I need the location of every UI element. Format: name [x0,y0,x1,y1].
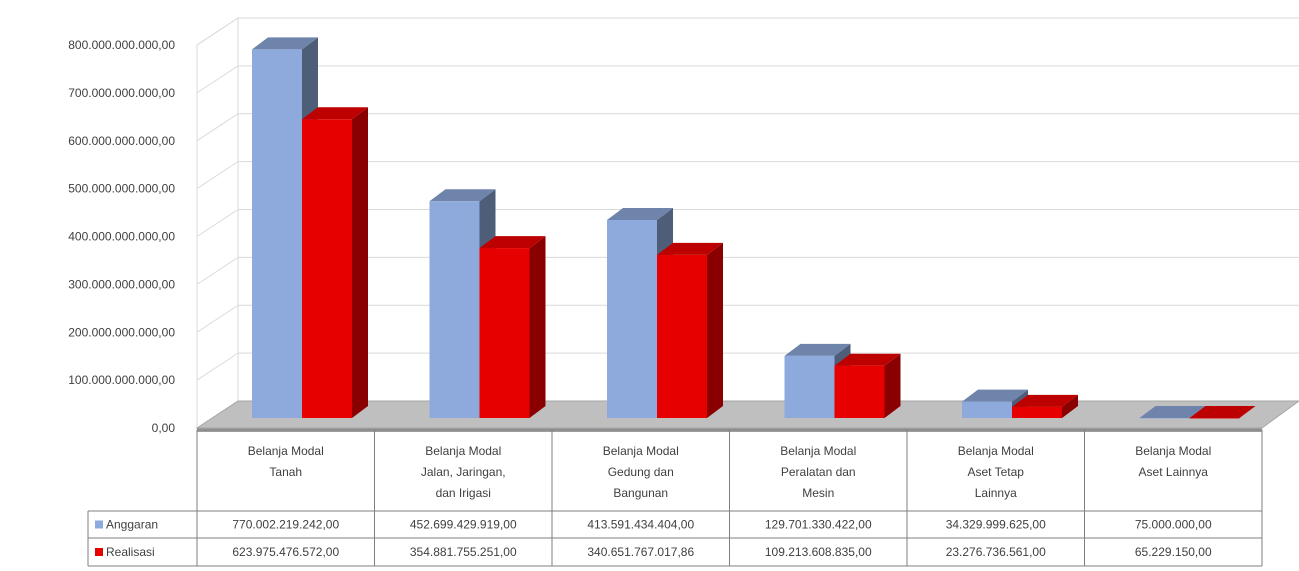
bar-front [1139,417,1190,419]
category-label: Belanja Modal [958,444,1034,458]
bar-realisasi-4 [834,353,901,418]
bar-realisasi-6 [1189,405,1256,419]
gridline-side [196,161,239,190]
data-label: 65.229.150,00 [1135,545,1212,559]
legend-label-anggaran: Anggaran [106,518,158,532]
bar-top [834,353,901,366]
legend-key-realisasi [95,548,103,556]
bar-realisasi-5 [1012,394,1078,418]
bar-top [429,189,496,202]
category-label: Aset Tetap [968,465,1025,479]
bar-top [962,389,1028,402]
data-label: 623.975.476.572,00 [232,545,339,559]
bar-side [1239,405,1256,418]
bar-front [657,254,707,418]
data-label: 452.699.429.919,00 [410,518,517,532]
data-label: 23.276.736.561,00 [946,545,1046,559]
y-tick-label: 100.000.000.000,00 [68,373,175,387]
data-label: 340.651.767.017,86 [587,545,694,559]
bar-top [1139,405,1206,418]
bar-top [252,37,318,50]
category-label: Gedung dan [608,465,674,479]
bar-top [1189,405,1256,418]
gridline-side [196,209,239,237]
category-label: Aset Lainnya [1139,465,1209,479]
category-label: Bangunan [613,486,668,500]
bar-front [302,119,352,419]
y-tick-label: 800.000.000.000,00 [68,38,175,52]
category-label: Tanah [269,465,302,479]
category-label: Belanja Modal [603,444,679,458]
bar-front [252,49,302,418]
y-tick-label: 200.000.000.000,00 [68,325,175,339]
data-label: 354.881.755.251,00 [410,545,517,559]
legend-label-realisasi: Realisasi [106,545,155,559]
bar-front [962,401,1012,418]
bar-side [352,107,368,419]
y-tick-label: 600.000.000.000,00 [68,134,175,148]
bars [252,37,1256,419]
bar-front [1012,406,1062,418]
bar-side [529,236,546,418]
gridline-side [196,304,239,333]
bar-top [302,107,368,120]
gridline-side [196,65,239,94]
gridline-side [196,17,239,46]
y-tick-label: 500.000.000.000,00 [68,182,175,196]
bar-top [1012,394,1078,407]
bar-front [429,201,480,418]
data-label: 413.591.434.404,00 [587,518,694,532]
legend-key-anggaran [95,520,103,529]
data-label: 75.000.000,00 [1135,518,1212,532]
y-tick-label: 700.000.000.000,00 [68,86,175,100]
data-table: Belanja Modal Tanah Belanja Modal Jalan, Ja… [87,429,1263,567]
bar-top [479,236,546,249]
category-label: Belanja Modal [425,444,501,458]
bar-side [707,242,723,418]
bar-realisasi-1 [302,107,368,419]
y-tick-label: 0,00 [152,421,176,435]
y-tick-label: 400.000.000.000,00 [68,230,175,244]
bar-front [479,248,530,418]
bar-front [784,355,835,418]
category-label: dan Irigasi [436,486,491,500]
bar-top [657,242,723,255]
data-label: 770.002.219.242,00 [232,518,339,532]
gridline-side [196,256,239,285]
gridline-side [196,113,239,142]
gridlines [196,17,1299,381]
data-label: 129.701.330.422,00 [765,518,872,532]
bar-realisasi-3 [657,242,723,418]
bar-front [607,219,657,418]
category-label: Lainnya [975,486,1017,500]
data-label: 34.329.999.625,00 [946,518,1046,532]
bar-top [607,207,673,220]
bar-front [1189,417,1240,419]
bar-top [784,343,851,356]
category-label: Belanja Modal [1135,444,1211,458]
category-label: Peralatan dan [781,465,856,479]
category-label: Belanja Modal [780,444,856,458]
y-tick-label: 300.000.000.000,00 [68,277,175,291]
category-label: Jalan, Jaringan, [421,465,506,479]
bar-side [884,353,901,418]
gridline-side [196,352,239,381]
bar-front [834,365,885,418]
bar-realisasi-2 [479,236,546,418]
category-label: Belanja Modal [248,444,324,458]
category-label: Mesin [802,486,834,500]
y-axis: 0,00 100.000.000.000,00 200.000.000.000,00… [68,38,175,435]
data-label: 109.213.608.835,00 [765,545,872,559]
bar-side [1062,394,1078,418]
